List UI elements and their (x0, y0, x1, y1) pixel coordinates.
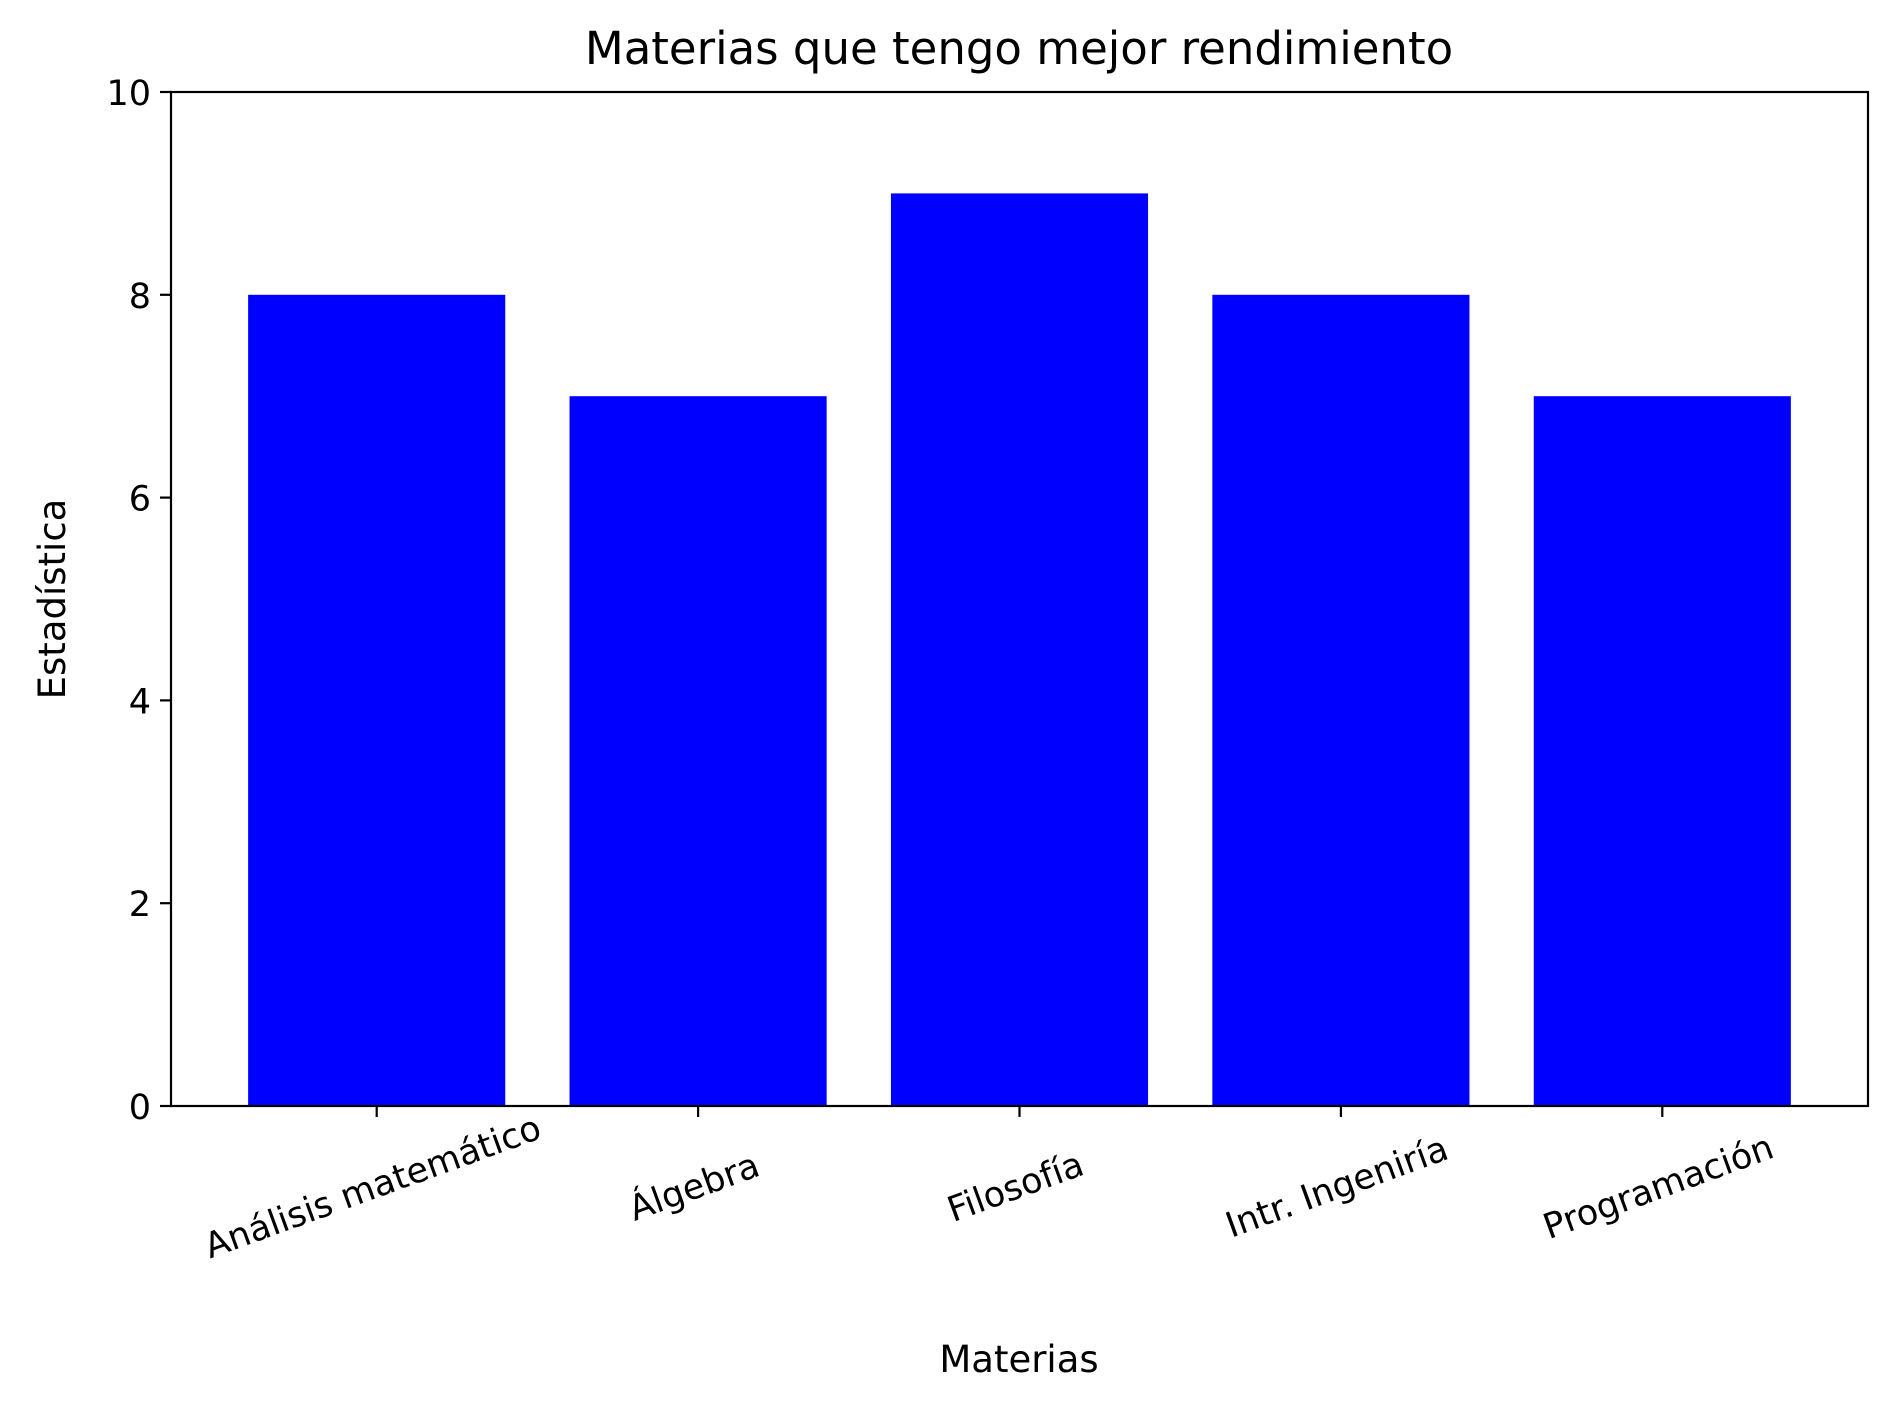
bar (569, 396, 827, 1106)
bar (1533, 396, 1791, 1106)
y-axis: 0 2 4 6 8 10 (106, 74, 171, 1128)
x-tick-label: Intr. Ingeniría (1221, 1129, 1454, 1246)
y-tick-label: 4 (129, 682, 151, 722)
y-axis-label: Estadística (31, 499, 74, 700)
x-tick-label: Filosofía (942, 1145, 1089, 1231)
x-axis-label: Materias (939, 1338, 1098, 1381)
x-tick-label: Programación (1538, 1128, 1779, 1248)
bar (890, 193, 1149, 1106)
plot-frame (169, 90, 1870, 1108)
bars (248, 193, 1791, 1106)
bar (248, 294, 506, 1106)
bar (1212, 294, 1470, 1106)
y-tick-label: 0 (129, 1088, 151, 1128)
y-tick-label: 6 (129, 480, 151, 520)
chart-title: Materias que tengo mejor rendimiento (585, 22, 1453, 75)
y-tick-label: 10 (106, 74, 151, 114)
y-tick-label: 8 (129, 277, 151, 317)
x-tick-label: Álgebra (623, 1144, 765, 1230)
y-tick-label: 2 (129, 885, 151, 925)
x-axis: Análisis matemático Álgebra Filosofía Intr.… (199, 1106, 1779, 1267)
x-tick-label: Análisis matemático (199, 1108, 546, 1267)
